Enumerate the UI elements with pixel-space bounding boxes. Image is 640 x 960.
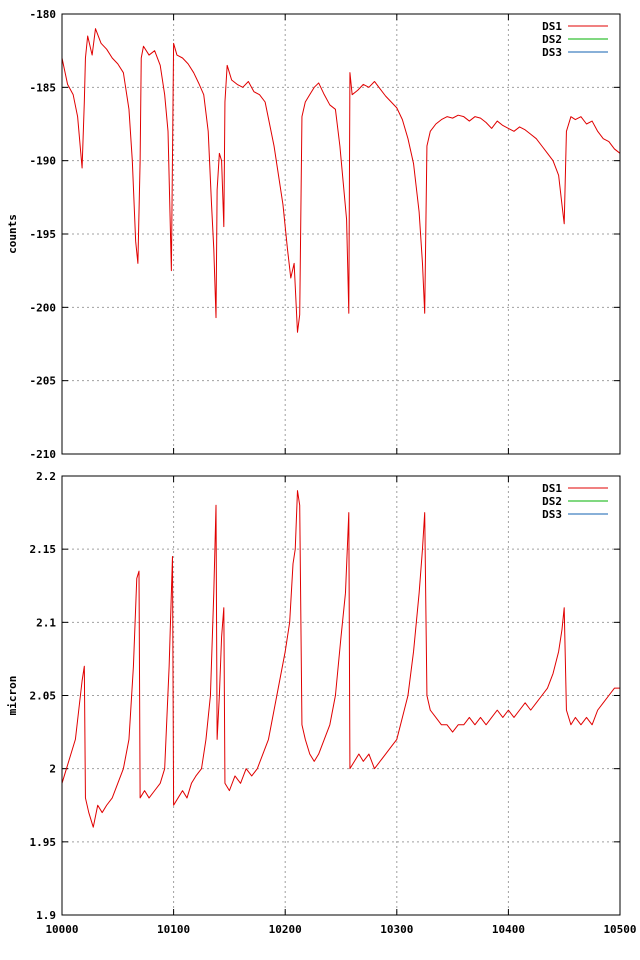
y-tick-label: -180 xyxy=(30,8,57,21)
x-tick-label: 10200 xyxy=(269,923,302,936)
x-tick-label: 10000 xyxy=(45,923,78,936)
x-tick-label: 10400 xyxy=(492,923,525,936)
y-tick-label: 2.15 xyxy=(30,543,57,556)
y-tick-label: 2.05 xyxy=(30,690,57,703)
y-tick-label: 2.1 xyxy=(36,616,56,629)
legend-label-ds3: DS3 xyxy=(542,46,562,59)
y-tick-label: -200 xyxy=(30,301,57,314)
y-axis-label: counts xyxy=(6,214,19,254)
chart-panel-2: 1.9 1.95 2 2.05 2.1 2.15 2.2 10000 10100 10200 103… xyxy=(6,470,637,936)
y-tick-label: -185 xyxy=(30,81,57,94)
x-tick-label: 10100 xyxy=(157,923,190,936)
legend-label-ds1: DS1 xyxy=(542,482,562,495)
y-axis-label: micron xyxy=(6,676,19,716)
legend-label-ds2: DS2 xyxy=(542,495,562,508)
y-tick-label: 2.2 xyxy=(36,470,56,483)
plot-frame xyxy=(61,475,621,916)
series-line-ds1 xyxy=(61,28,621,333)
x-tick-label: 10300 xyxy=(380,923,413,936)
y-tick-label: -190 xyxy=(30,155,57,168)
y-tick-label: -210 xyxy=(30,448,57,461)
legend-label-ds1: DS1 xyxy=(542,20,562,33)
legend-label-ds2: DS2 xyxy=(542,33,562,46)
y-tick-label: -205 xyxy=(30,375,57,388)
y-tick-label: 1.95 xyxy=(30,836,57,849)
series-line-ds1 xyxy=(61,490,620,828)
x-tick-label: 10500 xyxy=(603,923,636,936)
chart-panel-1: -210 -205 -200 -195 -190 -185 -180 counts DS1DS2… xyxy=(6,8,621,461)
y-tick-label: 2 xyxy=(49,763,56,776)
plot-frame xyxy=(61,13,621,455)
y-tick-label: 1.9 xyxy=(36,909,56,922)
y-tick-label: -195 xyxy=(30,228,57,241)
legend-label-ds3: DS3 xyxy=(542,508,562,521)
